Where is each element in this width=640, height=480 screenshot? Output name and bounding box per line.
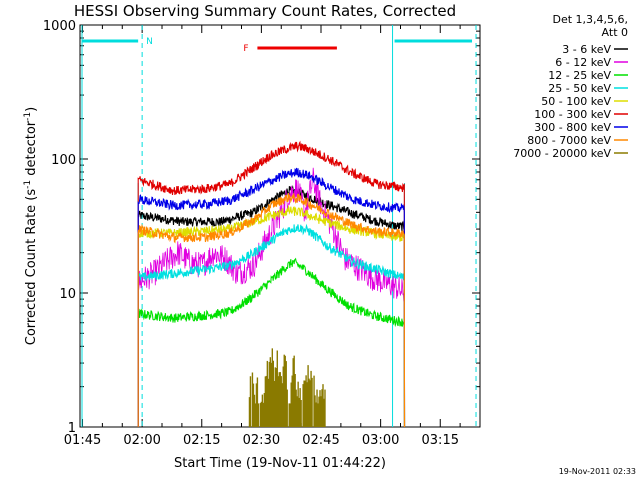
x-tick-label: 02:30: [243, 433, 280, 448]
legend-label: 6 - 12 keV: [555, 56, 611, 69]
y-axis-label-sup1: -1: [23, 180, 33, 189]
series-line: [137, 167, 406, 428]
series-line: [137, 257, 406, 428]
y-axis-label-mid: detector: [24, 120, 39, 180]
legend-label: 50 - 100 keV: [541, 95, 611, 108]
series-layer: [137, 140, 406, 428]
y-tick-label: 10: [59, 287, 76, 302]
flare-marker-label: F: [243, 44, 248, 54]
series-line: [137, 223, 406, 428]
y-axis-label: Corrected Count Rate (s-1 detector-1): [23, 107, 39, 345]
y-tick-label: 100: [51, 153, 76, 168]
x-tick-label: 02:00: [123, 433, 160, 448]
legend-label: 100 - 300 keV: [534, 108, 611, 121]
x-tick-label: 01:45: [64, 433, 101, 448]
legend-header-2: Att 0: [602, 26, 628, 39]
y-axis-label-main: Corrected Count Rate (s: [24, 189, 39, 346]
x-tick-labels: 01:45 02:00 02:15 02:30 02:45 03:00 03:15: [64, 433, 459, 448]
legend-label: 25 - 50 keV: [548, 82, 611, 95]
timestamp: 19-Nov-2011 02:33: [559, 467, 636, 476]
legend-label: 12 - 25 keV: [548, 69, 611, 82]
y-tick-labels: 1 10 100 1000: [43, 19, 76, 436]
legend-label: 800 - 7000 keV: [527, 134, 611, 147]
x-tick-label: 03:15: [422, 433, 459, 448]
x-tick-label: 02:45: [302, 433, 339, 448]
night-marker-label: N: [146, 37, 153, 47]
y-axis-label-sup2: -1: [23, 112, 33, 121]
legend-label: 300 - 800 keV: [534, 121, 611, 134]
legend-label: 7000 - 20000 keV: [513, 147, 611, 160]
x-tick-label: 02:15: [183, 433, 220, 448]
x-tick-label: 03:00: [362, 433, 399, 448]
y-tick-label: 1000: [43, 19, 76, 34]
series-line: [137, 192, 406, 428]
series-line: [137, 140, 406, 428]
y-axis-label-end: ): [24, 107, 39, 112]
legend-label: 3 - 6 keV: [562, 43, 611, 56]
chart-title: HESSI Observing Summary Count Rates, Cor…: [74, 2, 456, 20]
y-tick-label: 1: [68, 421, 76, 436]
x-axis-label: Start Time (19-Nov-11 01:44:22): [174, 456, 386, 471]
legend-header-1: Det 1,3,4,5,6,: [552, 13, 628, 26]
